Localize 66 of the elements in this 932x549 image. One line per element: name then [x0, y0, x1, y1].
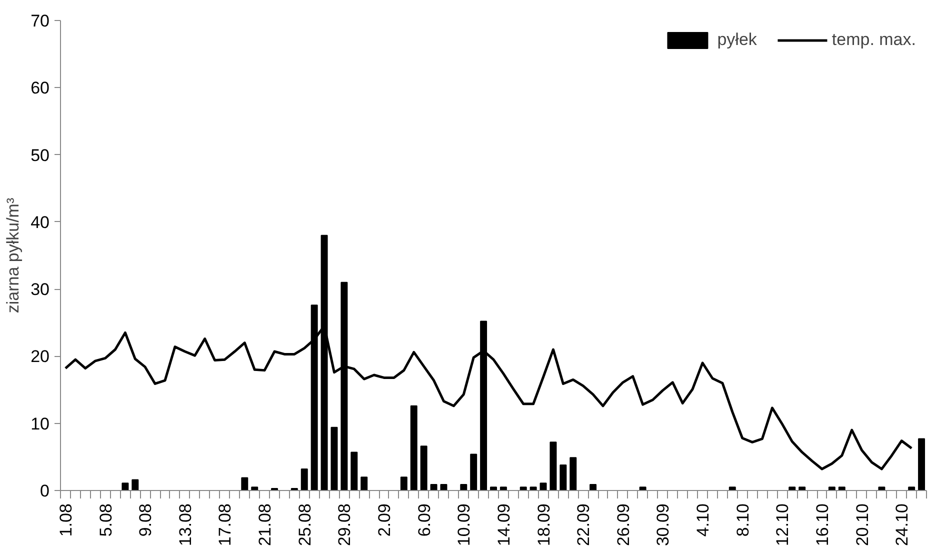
- bar: [838, 486, 846, 490]
- x-tick-label: 5.08: [96, 503, 116, 537]
- bar: [590, 484, 597, 490]
- bar: [788, 486, 796, 490]
- x-tick-label: 29.08: [335, 503, 354, 546]
- y-tick-label: 50: [30, 146, 50, 165]
- y-tick-label: 60: [30, 78, 50, 98]
- y-tick-label: 20: [30, 347, 50, 366]
- bar: [908, 486, 916, 490]
- y-tick-label: 70: [30, 12, 50, 30]
- bar: [251, 486, 258, 490]
- x-tick-label: 14.09: [494, 503, 514, 546]
- x-tick-label: 25.08: [295, 503, 314, 546]
- bar: [728, 486, 736, 490]
- bar: [132, 479, 139, 490]
- x-tick-label: 16.10: [812, 503, 832, 546]
- bar: [470, 454, 478, 490]
- bar: [530, 486, 537, 490]
- bar: [350, 452, 358, 490]
- bar: [639, 486, 646, 490]
- bar: [400, 476, 408, 490]
- x-tick-label: 30.09: [654, 503, 673, 546]
- y-tick-label: 0: [40, 482, 50, 500]
- x-tick-label: 12.10: [773, 503, 792, 546]
- x-tick-label: 8.10: [733, 503, 752, 537]
- bar: [460, 484, 468, 490]
- bar: [828, 486, 836, 490]
- bar: [360, 476, 368, 490]
- x-tick-label: 2.09: [375, 503, 394, 537]
- x-tick-label: 20.10: [852, 503, 872, 546]
- bar: [410, 405, 418, 490]
- x-tick-label: 17.08: [216, 503, 235, 546]
- bar: [300, 468, 308, 490]
- bar: [520, 486, 527, 490]
- x-tick-label: 21.08: [256, 503, 275, 546]
- x-tick-label: 6.09: [414, 503, 434, 537]
- bar: [500, 486, 507, 490]
- legend-label: pyłek: [717, 30, 757, 50]
- bar: [490, 486, 497, 490]
- x-tick-label: 4.10: [694, 503, 713, 537]
- bar: [330, 426, 338, 490]
- bar: [241, 477, 248, 490]
- bar: [918, 438, 926, 490]
- y-tick-label: 10: [30, 414, 50, 434]
- x-tick-label: 18.09: [534, 503, 554, 546]
- y-tick-label: 30: [30, 280, 50, 300]
- bar: [560, 464, 567, 490]
- bar: [122, 482, 129, 490]
- bar: [878, 486, 886, 490]
- x-tick-label: 13.08: [176, 503, 195, 546]
- x-tick-label: 1.08: [56, 503, 76, 537]
- y-tick-label: 40: [30, 212, 50, 232]
- legend-label: temp. max.: [832, 30, 916, 50]
- bar: [540, 482, 547, 490]
- x-tick-label: 24.10: [892, 503, 912, 546]
- y-axis-title: ziarna pyłku/m³: [4, 198, 23, 314]
- x-tick-label: 9.08: [136, 503, 156, 537]
- bar: [440, 484, 448, 490]
- x-tick-label: 22.09: [574, 503, 594, 546]
- x-tick-label: 26.09: [614, 503, 633, 546]
- bar: [550, 442, 557, 490]
- bar: [798, 486, 806, 490]
- bar: [570, 457, 577, 490]
- bar: [420, 446, 428, 490]
- bar: [430, 484, 438, 490]
- x-tick-label: 10.09: [454, 503, 474, 546]
